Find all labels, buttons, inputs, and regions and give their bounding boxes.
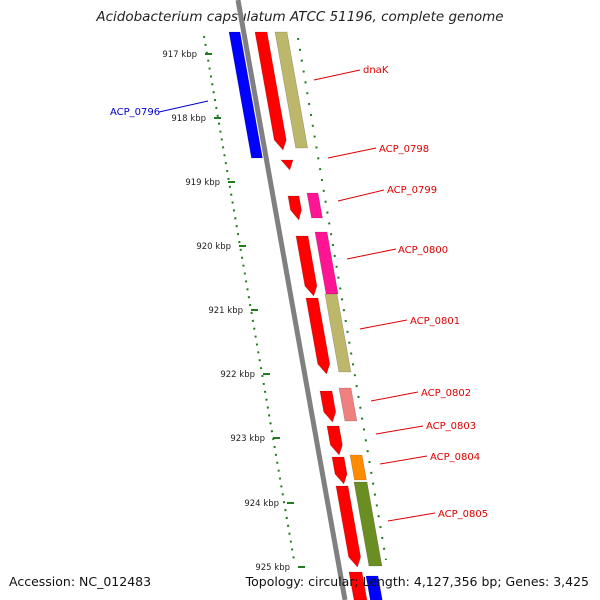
gene-partial-red [348,571,368,600]
kbp-tick-label: 917 kbp [162,50,197,60]
kbp-tick-label: 920 kbp [196,242,231,252]
gene-acp-0799-magenta [306,192,323,219]
gene-label: ACP_0803 [426,421,476,432]
genome-title: Acidobacterium capsulatum ATCC 51196, co… [96,9,504,25]
gene-acp-0800-red [295,235,318,297]
kbp-tick-label: 924 kbp [244,499,279,509]
gene-label: ACP_0799 [387,185,437,196]
gene-leader-line [346,248,397,260]
gene-acp-0804-red [331,456,348,485]
gene-leader-line [158,100,209,113]
gene-acp-0803 [326,425,343,456]
gene-acp-0801-red [305,297,331,375]
genome-backbone [235,0,348,600]
gene-label: ACP_0802 [421,388,471,399]
gene-label: ACP_0804 [430,452,480,463]
gene-dnak-red [254,31,287,151]
kbp-tick-label: 921 kbp [208,306,243,316]
gene-acp-0802-red [319,390,337,423]
kbp-ticks: 917 kbp 918 kbp 919 kbp 920 kbp 921 kbp 922 k… [162,50,305,573]
gene-acp-0801-tan [324,293,352,373]
gene-labels: ACP_0796 dnaK ACP_0798 ACP_0799 ACP_0800 ACP_… [110,65,488,522]
gene-label: ACP_0798 [379,144,429,155]
gene-label: dnaK [363,65,389,76]
gene-acp-0805-olive [353,481,383,567]
genes-layer [228,31,383,600]
accession-text: Accession: NC_012483 [9,574,152,589]
gene-dnak-tan [274,31,309,149]
gene-label: ACP_0801 [410,316,460,327]
gene-acp-0804-orange [349,454,367,481]
gene-leader-line [379,455,428,465]
gene-leader-line [337,189,385,202]
kbp-tick-label: 925 kbp [255,563,290,573]
gene-acp-0799-red [287,195,302,221]
gene-label: ACP_0796 [110,107,160,118]
gene-leader-line [375,425,424,435]
gene-leader-line [387,512,436,522]
gene-label: ACP_0805 [438,509,488,520]
kbp-tick-label: 918 kbp [171,114,206,124]
gene-acp-0802-salmon [338,387,358,422]
gene-leader-line [313,69,361,81]
gene-acp-0805-red [335,485,361,568]
genome-stats-text: Topology: circular; Length: 4,127,356 bp… [245,574,589,589]
scale-track [203,35,295,561]
kbp-tick-label: 923 kbp [230,434,265,444]
gene-leader-line [327,147,377,159]
kbp-tick-label: 922 kbp [220,370,255,380]
gene-label: ACP_0800 [398,245,448,256]
outer-feature-track [297,37,387,561]
kbp-tick-label: 919 kbp [185,178,220,188]
gene-leader-line [359,319,408,330]
gene-acp-0800-magenta [314,231,339,295]
gene-leader-line [370,391,419,402]
gene-partial-blue [365,575,383,600]
gene-acp-0796 [228,31,263,159]
gene-acp-0798 [280,159,294,171]
